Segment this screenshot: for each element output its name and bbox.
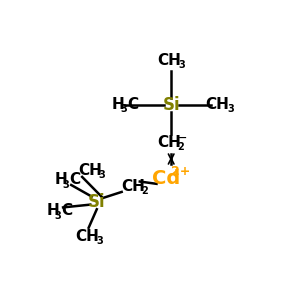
Text: C: C — [70, 172, 81, 187]
Text: Si: Si — [162, 96, 180, 114]
Text: Si: Si — [88, 193, 106, 211]
Text: CH: CH — [157, 135, 181, 150]
Text: 3: 3 — [55, 211, 61, 221]
Text: 3: 3 — [96, 236, 103, 246]
Text: −: − — [178, 132, 188, 142]
Text: 3: 3 — [99, 170, 106, 180]
Text: CH: CH — [121, 179, 145, 194]
Text: CH: CH — [206, 97, 230, 112]
Text: H: H — [46, 203, 59, 218]
Text: H: H — [111, 97, 124, 112]
Text: 3: 3 — [228, 103, 234, 113]
Text: Cd: Cd — [152, 169, 181, 188]
Text: 2: 2 — [178, 142, 184, 152]
Text: 3: 3 — [120, 104, 127, 114]
Text: CH: CH — [76, 229, 99, 244]
Text: 3: 3 — [63, 179, 70, 190]
Text: C: C — [127, 97, 138, 112]
Text: 2+: 2+ — [172, 165, 191, 178]
Text: 3: 3 — [179, 60, 185, 70]
Text: C: C — [61, 203, 73, 218]
Text: CH: CH — [157, 53, 181, 68]
Text: 2: 2 — [142, 186, 148, 196]
Text: H: H — [54, 172, 67, 187]
Text: CH: CH — [78, 163, 102, 178]
